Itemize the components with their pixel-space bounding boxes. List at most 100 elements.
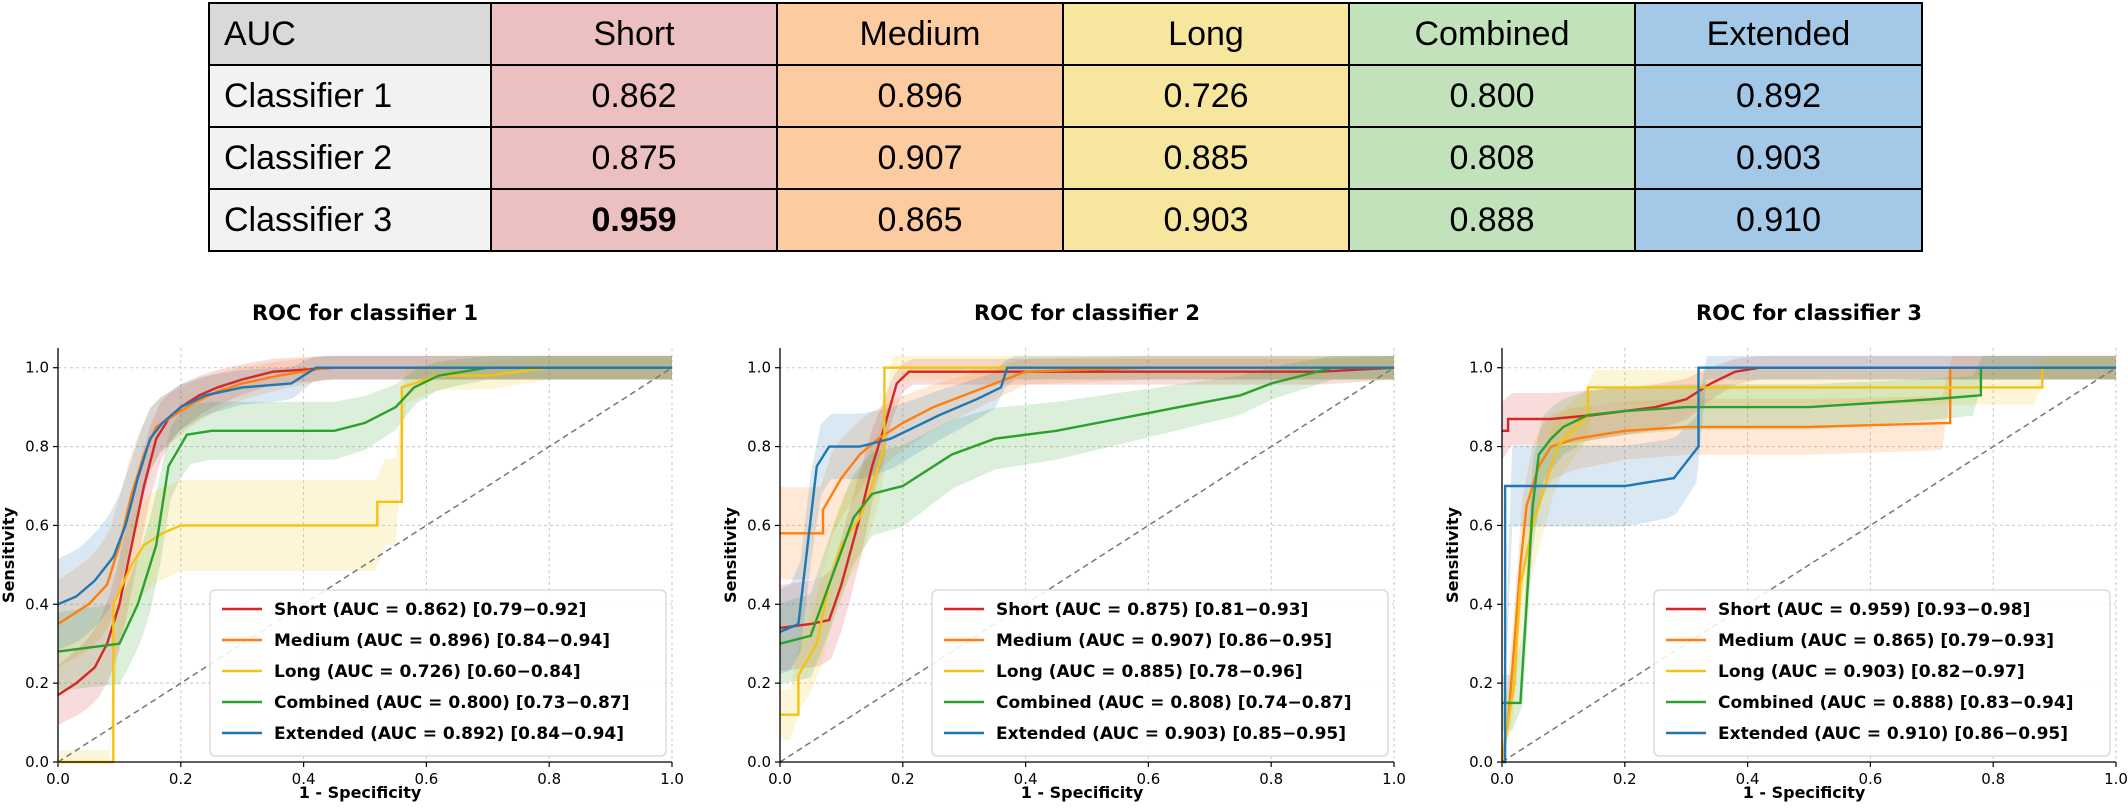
legend-entry-short: Short (AUC = 0.875) [0.81−0.93] [996, 600, 1308, 620]
x-tick-label: 0.0 [46, 770, 70, 788]
legend-entry-combined: Combined (AUC = 0.808) [0.74−0.87] [996, 693, 1351, 713]
y-tick-label: 0.0 [747, 753, 771, 771]
confidence-band-extended [780, 355, 1394, 675]
auc-table: AUC Short Medium Long Combined Extended Classi… [208, 2, 1923, 252]
x-tick-label: 0.2 [169, 770, 193, 788]
legend-entry-medium: Medium (AUC = 0.865) [0.79−0.93] [1718, 631, 2054, 651]
y-tick-label: 1.0 [1469, 359, 1493, 377]
x-axis-label: 1 - Specificity [299, 783, 422, 802]
y-tick-label: 1.0 [25, 359, 49, 377]
roc-line-medium [1500, 366, 2116, 763]
row-label: Classifier 1 [208, 64, 492, 128]
roc-line-combined [1502, 366, 2116, 705]
legend-entry-combined: Combined (AUC = 0.800) [0.73−0.87] [274, 693, 629, 713]
roc-line-medium [780, 366, 1394, 535]
column-header-medium: Medium [776, 2, 1064, 66]
roc-line-short [57, 366, 672, 697]
roc-plot-classifier-2: ROC for classifier 2 0.0 0.2 0.4 0.6 0.8 1.0 0.… [721, 301, 1406, 802]
y-tick-label: 0.0 [1469, 753, 1493, 771]
y-axis-label: Sensitivity [1443, 506, 1462, 602]
plot-title: ROC for classifier 2 [974, 301, 1200, 325]
y-tick-label: 0.4 [747, 595, 771, 613]
legend-box [931, 589, 1389, 757]
x-tick-label: 0.6 [1858, 770, 1882, 788]
roc-line-combined [779, 366, 1394, 645]
y-tick-label: 0.6 [747, 516, 771, 534]
legend-entry-medium: Medium (AUC = 0.896) [0.84−0.94] [274, 631, 610, 651]
x-tick-label: 0.6 [414, 770, 438, 788]
legend: Short (AUC = 0.862) [0.79−0.92] Medium (A… [209, 589, 667, 757]
roc-line-long [780, 366, 1394, 716]
roc-line-extended [1502, 366, 2116, 764]
x-axis-label: 1 - Specificity [1021, 783, 1144, 802]
y-tick-label: 0.4 [1469, 595, 1493, 613]
y-axis-label: Sensitivity [0, 506, 18, 602]
roc-line-long [58, 366, 672, 764]
column-header-combined: Combined [1348, 2, 1636, 66]
roc-plot-classifier-1: ROC for classifier 1 0.0 0.2 0.4 0.6 0.8 1.0 0.… [0, 301, 684, 802]
table-header-row: AUC Short Medium Long Combined Extended [208, 2, 1923, 66]
auc-cell: 0.910 [1634, 188, 1923, 252]
x-tick-label: 1.0 [660, 770, 684, 788]
auc-cell: 0.885 [1062, 126, 1350, 190]
chance-diagonal [57, 367, 673, 763]
legend-entry-medium: Medium (AUC = 0.907) [0.86−0.95] [996, 631, 1332, 651]
roc-line-extended [57, 366, 672, 606]
table-corner-label: AUC [208, 2, 492, 66]
chance-diagonal [1501, 367, 2117, 763]
x-tick-label: 0.8 [1981, 770, 2005, 788]
auc-cell: 0.892 [1634, 64, 1923, 128]
legend-entry-extended: Extended (AUC = 0.910) [0.86−0.95] [1718, 724, 2068, 744]
legend-entry-extended: Extended (AUC = 0.892) [0.84−0.94] [274, 724, 624, 744]
auc-cell: 0.726 [1062, 64, 1350, 128]
roc-line-extended [779, 366, 1394, 634]
x-axis-label: 1 - Specificity [1743, 783, 1866, 802]
roc-line-medium [57, 366, 672, 626]
chance-diagonal [779, 367, 1395, 763]
legend-entry-short: Short (AUC = 0.862) [0.79−0.92] [274, 600, 586, 620]
legend: Short (AUC = 0.875) [0.81−0.93] Medium (A… [931, 589, 1389, 757]
plot-title: ROC for classifier 3 [1696, 301, 1922, 325]
roc-plot-classifier-3: ROC for classifier 3 0.0 0.2 0.4 0.6 0.8 1.0 0.… [1443, 301, 2128, 802]
x-tick-label: 1.0 [1382, 770, 1406, 788]
auc-cell: 0.907 [776, 126, 1064, 190]
legend: Short (AUC = 0.959) [0.93−0.98] Medium (A… [1653, 589, 2111, 757]
column-header-long: Long [1062, 2, 1350, 66]
x-tick-label: 0.2 [1613, 770, 1637, 788]
legend-entry-extended: Extended (AUC = 0.903) [0.85−0.95] [996, 724, 1346, 744]
y-tick-label: 1.0 [747, 359, 771, 377]
y-axis-label: Sensitivity [721, 506, 740, 602]
y-tick-label: 0.0 [25, 753, 49, 771]
roc-line-combined [57, 366, 672, 653]
auc-cell: 0.959 [490, 188, 778, 252]
x-tick-label: 0.4 [1014, 770, 1038, 788]
confidence-band-medium [780, 355, 1394, 580]
confidence-band-extended [1502, 355, 2116, 762]
confidence-band-medium [1502, 355, 2116, 762]
auc-cell: 0.903 [1062, 188, 1350, 252]
legend-entry-long: Long (AUC = 0.726) [0.60−0.84] [274, 662, 581, 682]
confidence-band-short [1502, 355, 2116, 460]
x-tick-label: 0.0 [1490, 770, 1514, 788]
auc-cell: 0.903 [1634, 126, 1923, 190]
y-tick-label: 0.2 [25, 674, 49, 692]
auc-cell: 0.808 [1348, 126, 1636, 190]
y-tick-label: 0.6 [25, 516, 49, 534]
plot-title: ROC for classifier 1 [252, 301, 478, 325]
auc-cell: 0.875 [490, 126, 778, 190]
auc-cell: 0.800 [1348, 64, 1636, 128]
roc-line-long [1500, 366, 2116, 763]
table-row: Classifier 2 0.875 0.907 0.885 0.808 0.903 [208, 126, 1923, 190]
row-label: Classifier 3 [208, 188, 492, 252]
legend-box [209, 589, 667, 757]
x-tick-label: 0.8 [1259, 770, 1283, 788]
x-tick-label: 0.6 [1136, 770, 1160, 788]
confidence-band-long [58, 355, 672, 762]
y-tick-label: 0.6 [1469, 516, 1493, 534]
x-tick-label: 0.2 [891, 770, 915, 788]
x-tick-label: 0.4 [292, 770, 316, 788]
auc-cell: 0.862 [490, 64, 778, 128]
y-tick-label: 0.2 [747, 674, 771, 692]
y-tick-label: 0.8 [1469, 438, 1493, 456]
legend-entry-combined: Combined (AUC = 0.888) [0.83−0.94] [1718, 693, 2073, 713]
